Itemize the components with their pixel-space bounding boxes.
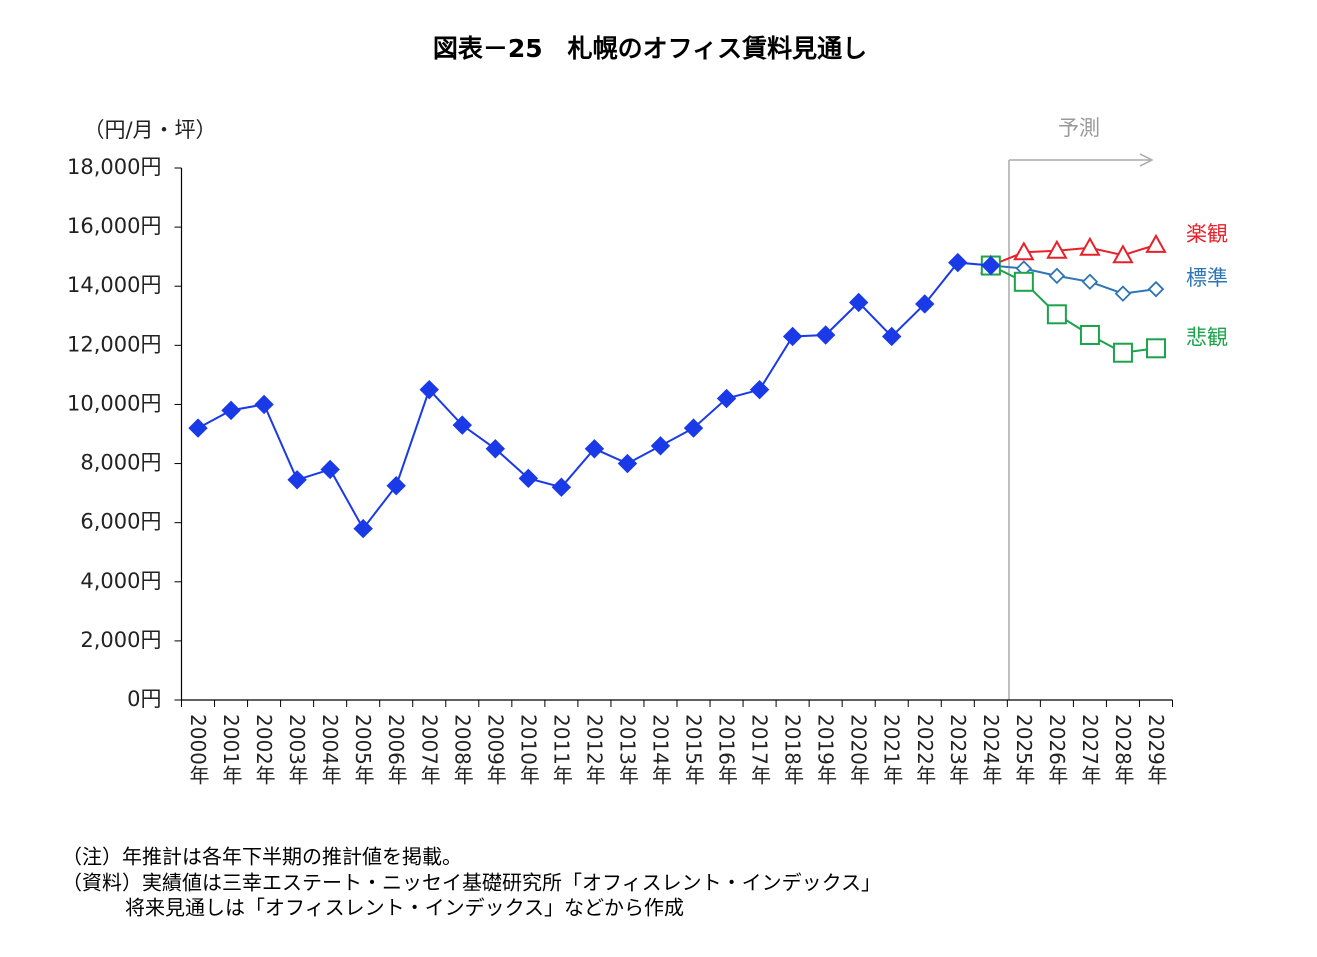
forecast-label: 予測 [1058, 116, 1100, 140]
marker [188, 418, 208, 438]
series-line [197, 261, 991, 531]
x-tick-label: 2018年 [781, 714, 805, 785]
marker [1048, 267, 1066, 285]
marker [452, 415, 472, 435]
x-tick-label: 2005年 [351, 714, 375, 785]
note: 将来見通しは「オフィスレント・インデックス」などから作成 [125, 896, 684, 920]
x-tick-label: 2012年 [582, 714, 606, 785]
x-tick-label: 2021年 [880, 714, 904, 785]
marker [1081, 273, 1099, 291]
marker [749, 379, 770, 400]
x-tick-label: 2026年 [1045, 714, 1069, 785]
x-tick-label: 2024年 [979, 714, 1003, 785]
y-tick-label: 0円 [127, 687, 161, 711]
x-tick-label: 2004年 [318, 714, 342, 785]
x-tick-label: 2017年 [748, 714, 772, 785]
marker [882, 326, 902, 347]
x-tick-label: 2007年 [417, 714, 441, 785]
x-tick-label: 2008年 [450, 714, 474, 785]
marker [386, 476, 406, 496]
marker [815, 325, 836, 345]
x-tick-label: 2029年 [1144, 714, 1168, 785]
series-label: 標準 [1186, 266, 1228, 290]
marker [485, 439, 506, 459]
y-tick-label: 12,000円 [67, 332, 161, 356]
marker [1112, 244, 1134, 264]
x-tick-label: 2028年 [1111, 714, 1135, 785]
marker [1145, 338, 1166, 359]
marker [1046, 304, 1067, 325]
x-tick-label: 2015年 [682, 714, 706, 785]
marker [221, 400, 241, 421]
series-label: 悲観 [1186, 325, 1228, 349]
marker [584, 439, 605, 459]
x-tick-label: 2011年 [549, 714, 573, 785]
marker [1079, 324, 1100, 345]
marker [948, 252, 968, 273]
forecast-arrow-head [1139, 153, 1154, 167]
marker [1114, 285, 1132, 302]
x-tick-label: 2009年 [483, 714, 507, 785]
marker [1147, 280, 1165, 298]
marker [287, 470, 307, 490]
marker [716, 388, 737, 409]
x-tick-label: 2013年 [615, 714, 639, 785]
x-tick-label: 2019年 [814, 714, 838, 785]
x-tick-label: 2023年 [946, 714, 970, 785]
marker [551, 477, 572, 497]
y-tick-label: 2,000円 [80, 628, 161, 652]
marker [254, 394, 274, 415]
x-tick-label: 2003年 [285, 714, 309, 785]
y-tick-label: 6,000円 [80, 510, 161, 534]
y-axis-label: （円/月・坪） [83, 118, 216, 142]
x-tick-label: 2001年 [219, 714, 243, 785]
marker [848, 292, 869, 313]
x-tick-label: 2025年 [1012, 714, 1036, 785]
note: （資料）実績値は三幸エステート・ニッセイ基礎研究所「オフィスレント・インデックス… [62, 871, 881, 895]
marker [683, 418, 704, 438]
marker [1013, 271, 1034, 292]
marker [518, 468, 539, 489]
y-tick-label: 8,000円 [80, 451, 161, 475]
x-tick-label: 2027年 [1078, 714, 1102, 785]
marker [353, 518, 373, 539]
marker [1079, 236, 1101, 256]
marker [320, 459, 340, 480]
x-tick-label: 2016年 [715, 714, 739, 785]
marker [419, 379, 439, 400]
marker [1145, 233, 1167, 253]
y-tick-label: 4,000円 [80, 569, 161, 593]
marker [650, 436, 671, 456]
marker [1013, 241, 1035, 261]
marker [981, 255, 1001, 276]
marker [617, 453, 638, 474]
x-tick-label: 2000年 [186, 714, 210, 785]
x-tick-label: 2002年 [252, 714, 276, 785]
y-tick-label: 16,000円 [67, 214, 161, 238]
x-tick-label: 2006年 [384, 714, 408, 785]
x-tick-label: 2014年 [648, 714, 672, 785]
x-tick-label: 2022年 [913, 714, 937, 785]
y-tick-label: 10,000円 [67, 391, 161, 415]
marker [1046, 239, 1068, 259]
note: （注）年推計は各年下半期の推計値を掲載。 [62, 845, 462, 869]
x-tick-label: 2010年 [516, 714, 540, 785]
y-tick-label: 18,000円 [67, 155, 161, 179]
marker [782, 326, 803, 347]
series-label: 楽観 [1186, 222, 1228, 246]
chart-title: 図表－25 札幌のオフィス賃料見通し [433, 34, 867, 63]
marker [1112, 342, 1133, 363]
marker [915, 294, 935, 314]
x-tick-label: 2020年 [847, 714, 871, 785]
y-tick-label: 14,000円 [67, 273, 161, 297]
